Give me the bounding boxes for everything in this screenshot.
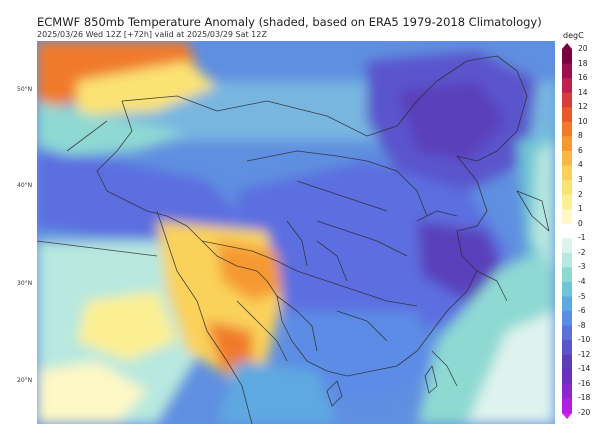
colorbar-tick-label: -20 xyxy=(578,408,591,417)
colorbar-segment xyxy=(562,136,572,152)
colorbar-segment xyxy=(562,180,572,196)
colorbar-segment xyxy=(562,150,572,167)
colorbar-segment xyxy=(562,311,572,327)
colorbar-tick-label: -8 xyxy=(578,320,586,330)
colorbar-tick-label: -18 xyxy=(578,393,591,403)
colorbar-tick-label: 2 xyxy=(578,189,583,199)
colorbar-segment xyxy=(562,369,572,385)
latitude-label-20n: 20°N xyxy=(17,377,33,384)
colorbar-segment xyxy=(562,398,572,414)
colorbar-tick-label: 6 xyxy=(578,145,583,155)
colorbar-tick-label: 20 xyxy=(578,44,588,53)
colorbar-tick-label: 4 xyxy=(578,160,583,170)
colorbar-segment xyxy=(562,281,572,298)
colorbar-segment xyxy=(562,121,572,137)
colorbar-segment xyxy=(562,252,572,268)
colorbar-tick-label: -2 xyxy=(578,247,586,257)
latitude-label-30n: 30°N xyxy=(17,280,33,287)
map-title: ECMWF 850mb Temperature Anomaly (shaded,… xyxy=(37,15,542,29)
colorbar-tick-label: 1 xyxy=(578,204,583,214)
colorbar-tick-label: -12 xyxy=(578,349,591,359)
colorbar-tick-label: -5 xyxy=(578,291,586,301)
colorbar-bottom-arrow xyxy=(562,413,572,419)
colorbar-segment xyxy=(562,107,572,123)
colorbar-segment xyxy=(562,223,572,239)
colorbar-tick-label: 10 xyxy=(578,116,588,126)
colorbar-tick-label: 18 xyxy=(578,58,588,68)
colorbar-segment xyxy=(562,267,572,283)
colorbar-segment xyxy=(562,340,572,356)
colorbar-tick-label: -6 xyxy=(578,306,586,316)
colorbar-top-arrow xyxy=(562,43,572,49)
colorbar-segment xyxy=(562,354,572,370)
colorbar-segment xyxy=(562,92,572,108)
latitude-label-40n: 40°N xyxy=(17,182,33,189)
colorbar-unit-label: degC xyxy=(563,31,584,40)
colorbar xyxy=(562,43,572,419)
colorbar-segment xyxy=(562,63,572,79)
colorbar-tick-label: -16 xyxy=(578,378,591,388)
colorbar-tick-label: -4 xyxy=(578,276,586,286)
latitude-label-50n: 50°N xyxy=(17,86,33,93)
colorbar-tick-label: 14 xyxy=(578,87,588,97)
colorbar-tick-label: 0 xyxy=(578,218,583,228)
colorbar-segment xyxy=(562,238,572,254)
temperature-anomaly-map[interactable] xyxy=(37,41,555,424)
colorbar-segment xyxy=(562,209,572,225)
colorbar-segment xyxy=(562,78,572,94)
colorbar-tick-label: 12 xyxy=(578,102,588,112)
colorbar-segment xyxy=(562,383,572,400)
colorbar-tick-label: -14 xyxy=(578,364,591,374)
colorbar-tick-label: -3 xyxy=(578,262,586,272)
colorbar-tick-label: 16 xyxy=(578,73,588,83)
colorbar-tick-label: -10 xyxy=(578,335,591,345)
colorbar-segment xyxy=(562,165,572,181)
colorbar-tick-label: 3 xyxy=(578,175,583,185)
map-subtitle: 2025/03/26 Wed 12Z [+72h] valid at 2025/… xyxy=(37,30,267,39)
colorbar-segment xyxy=(562,194,572,210)
colorbar-segment xyxy=(562,325,572,341)
colorbar-segment xyxy=(562,49,572,65)
colorbar-tick-label: 8 xyxy=(578,131,583,141)
colorbar-tick-label: -1 xyxy=(578,233,586,243)
colorbar-segment xyxy=(562,296,572,312)
